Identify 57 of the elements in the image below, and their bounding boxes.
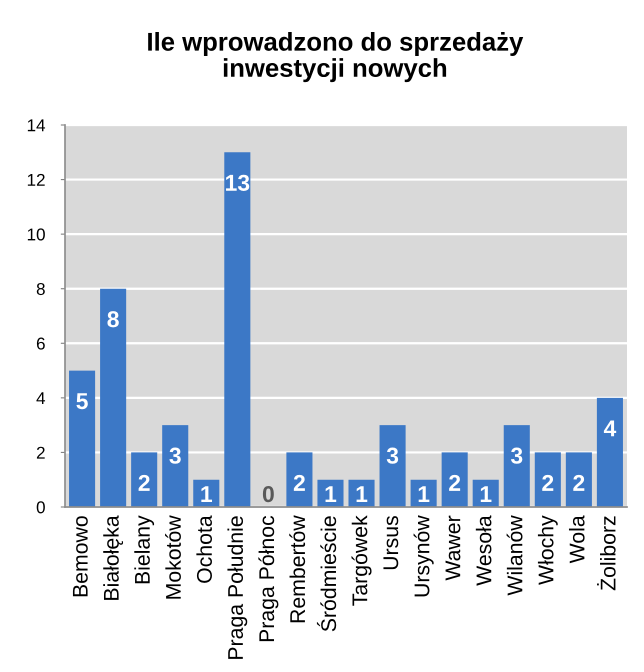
x-tick-label: Białołęka	[103, 515, 124, 600]
bar	[131, 452, 158, 507]
y-tick-label: 10	[28, 228, 45, 240]
bar	[442, 452, 468, 507]
bar	[566, 452, 592, 507]
data-label: 2	[294, 474, 305, 491]
x-tick-label: Wesoła	[476, 515, 492, 586]
data-label: 3	[510, 448, 522, 464]
y-tick-label: 14	[28, 119, 46, 132]
x-tick-label: Bielany	[134, 515, 154, 584]
y-tick-label: 8	[36, 282, 45, 296]
bar	[504, 425, 530, 507]
x-tick-label: Praga Północ	[258, 516, 278, 642]
data-label: 1	[356, 486, 368, 502]
x-tick-label: Targówek	[351, 515, 372, 606]
x-tick-label: Ursus	[383, 516, 398, 570]
x-tick-label: Ursynów	[414, 515, 434, 596]
x-tick-label: Rembertów	[289, 515, 306, 622]
chart-title: Ile wprowadzono do sprzedaży inwestycji nowych	[148, 32, 524, 82]
y-tick-label: 6	[36, 338, 45, 350]
bar	[380, 425, 406, 507]
data-label: 13	[226, 174, 250, 191]
x-tick-label: Włochy	[538, 515, 558, 585]
x-tick-label: Wola	[568, 515, 585, 564]
bar	[286, 452, 312, 507]
data-label: 4	[604, 420, 616, 436]
x-tick-label: Ochota	[196, 515, 212, 583]
data-label: 5	[76, 393, 88, 410]
data-label: 2	[138, 474, 150, 491]
x-tick-label: Wawer	[446, 516, 460, 581]
x-tick-label: Bemowo	[72, 516, 88, 596]
x-tick-label: Żoliborz	[597, 516, 616, 590]
data-label: 0	[262, 486, 274, 502]
bar	[224, 152, 250, 507]
data-label: 1	[201, 486, 212, 502]
bar	[534, 452, 561, 507]
y-tick-label: 2	[36, 446, 45, 459]
y-tick-label: 0	[36, 501, 45, 514]
x-tick-label: Praga Południe	[227, 516, 248, 659]
x-tick-label: Wilanów	[506, 515, 522, 596]
bar	[100, 288, 126, 507]
x-tick-label: Mokotów	[165, 515, 181, 599]
data-label: 2	[573, 474, 584, 491]
x-tick-label: Śródmieście	[316, 516, 336, 632]
data-label: 1	[418, 486, 430, 502]
y-tick-label: 12	[28, 174, 45, 186]
data-label: 2	[542, 474, 554, 491]
data-label: 8	[107, 311, 119, 328]
y-tick-label: 4	[36, 392, 46, 404]
data-label: 3	[169, 448, 181, 464]
data-label: 2	[449, 474, 460, 491]
bar	[596, 398, 623, 507]
bar	[69, 370, 96, 507]
data-label: 3	[386, 448, 398, 464]
data-label: 1	[480, 486, 492, 502]
bar	[162, 425, 188, 507]
data-label: 1	[326, 486, 336, 502]
